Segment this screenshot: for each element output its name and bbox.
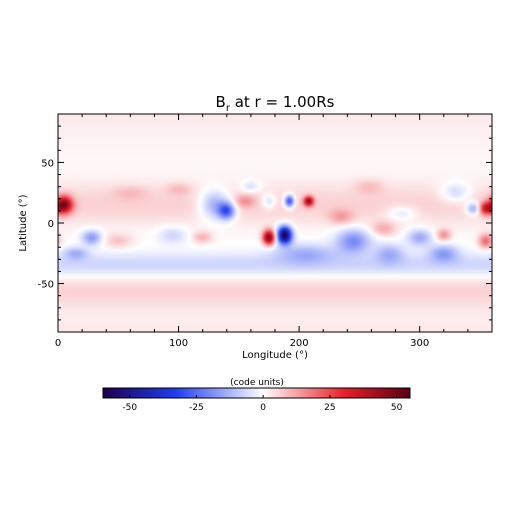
heatmap-field [58,114,492,332]
x-tick-label: 100 [169,338,188,349]
colorbar-tick-label: 50 [391,403,403,413]
colorbar-tick-label: -25 [189,403,204,413]
y-tick-label: -50 [38,280,54,291]
x-tick-label: 300 [410,338,429,349]
y-axis-label: Latitude (°) [18,194,29,251]
y-tick-label: 0 [48,219,54,230]
y-tick-label: 50 [41,158,54,169]
colorbar-ticks: -50 -25 0 25 50 [122,395,403,413]
colorbar-frame [102,387,411,399]
colorbar-tick-label: 0 [260,403,266,413]
heatmap-plot: 0 100 200 300 -50 0 50 [38,113,493,349]
chart-title-rest: at r = 1.00Rs [230,93,335,111]
chart-title-main: B [216,93,226,111]
axis-ticks: 0 100 200 300 -50 0 50 [38,113,493,349]
colorbar-tick-label: 25 [324,403,335,413]
x-axis-label: Longitude (°) [242,350,308,361]
colorbar-gradient [103,388,410,398]
chart-title: Br at r = 1.00Rs [216,93,335,114]
x-tick-label: 200 [290,338,309,349]
colorbar: (code units) -50 -25 0 25 50 [102,378,411,413]
colorbar-label: (code units) [230,378,284,388]
colorbar-tick-label: -50 [122,403,137,413]
chart-title-subscript: r [226,103,231,114]
x-tick-label: 0 [55,338,61,349]
